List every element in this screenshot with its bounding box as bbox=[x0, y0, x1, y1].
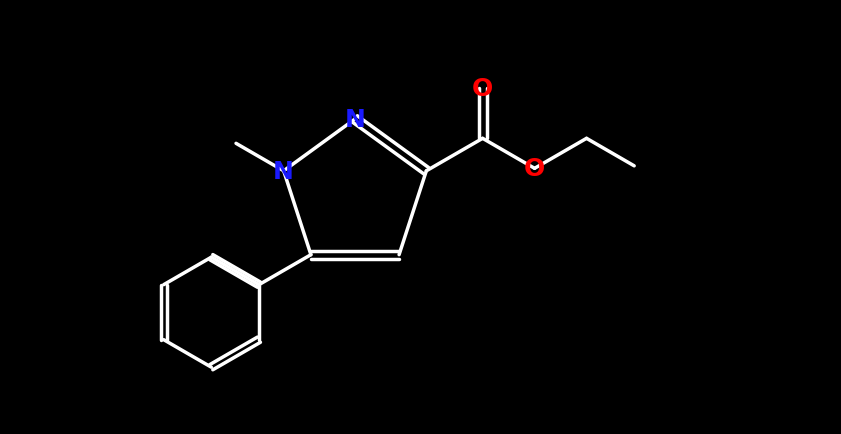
Text: O: O bbox=[472, 77, 493, 101]
Text: N: N bbox=[273, 159, 294, 184]
Text: N: N bbox=[345, 108, 366, 132]
Text: O: O bbox=[524, 157, 545, 181]
